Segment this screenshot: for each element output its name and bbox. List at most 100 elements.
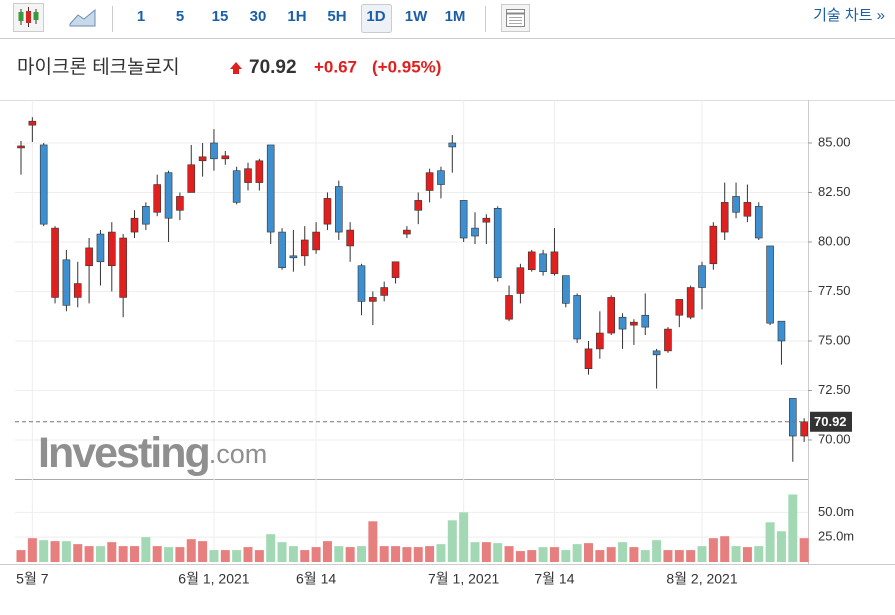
last-price-box [810, 411, 852, 432]
candle-body [437, 170, 445, 185]
volume-bar [27, 538, 37, 562]
candle-body [414, 200, 423, 211]
x-tick-label: 8월 2, 2021 [666, 571, 737, 587]
selected-box [361, 4, 392, 33]
candle-body [788, 398, 797, 437]
candle-body [232, 170, 241, 203]
volume-bar [776, 531, 786, 562]
candle-body [720, 202, 729, 233]
candle-body [584, 348, 593, 369]
candle-body [62, 259, 71, 306]
candle-body [312, 231, 320, 251]
volume-bar [186, 539, 196, 562]
volume-bar [799, 538, 809, 562]
candle-body [187, 164, 196, 193]
watermark: Investing.com [38, 429, 267, 477]
candle-body [641, 314, 650, 328]
volume-bar [243, 547, 253, 562]
tech-chart-link[interactable]: 기술 차트 » [813, 7, 885, 24]
candle-body [164, 172, 173, 219]
candle-body [471, 227, 479, 237]
candle-body [85, 247, 93, 267]
volume-bar [549, 547, 559, 562]
interval-button[interactable]: 15 [212, 8, 229, 25]
candle-body [664, 328, 672, 352]
candle-body [482, 217, 491, 223]
candle-body [698, 265, 706, 288]
candle-body [380, 287, 389, 296]
volume-bar [504, 546, 514, 562]
volume-bar [652, 540, 662, 562]
volume-bar [130, 546, 139, 562]
line-icon[interactable] [69, 8, 96, 27]
candle-icon[interactable] [13, 3, 44, 32]
x-tick-label: 6월 1, 2021 [178, 571, 249, 587]
volume-bar [345, 547, 355, 562]
candle-body [108, 231, 116, 267]
volume-bar [220, 550, 230, 562]
volume-bar [584, 543, 593, 562]
volume-bar [606, 547, 616, 562]
candle-body [334, 186, 343, 233]
change: +0.67 [314, 57, 357, 76]
volume-bar [618, 542, 628, 562]
interval-button[interactable]: 5H [327, 8, 346, 25]
volume-bar [95, 546, 105, 562]
volume-bar [84, 546, 94, 562]
candle-body [210, 142, 218, 160]
volume-bar [254, 550, 264, 562]
candle-body [289, 255, 298, 259]
candle-body [198, 156, 207, 162]
candle-body [73, 283, 82, 298]
candle-body [403, 229, 411, 235]
volume-bar [232, 550, 242, 562]
interval-button[interactable]: 30 [250, 8, 267, 25]
candle-body [425, 172, 434, 191]
volume-tick-label: 25.0m [818, 529, 854, 544]
volume-bar [663, 550, 673, 562]
y-tick-label: 85.00 [818, 134, 851, 149]
candle-body [255, 160, 264, 183]
volume-bar [459, 512, 469, 562]
candle-body [39, 144, 48, 225]
candle-body [550, 251, 559, 274]
candle-body [561, 275, 570, 304]
volume-bar [686, 550, 696, 562]
volume-bar [425, 546, 435, 562]
volume-bar [107, 542, 117, 562]
interval-button[interactable]: 1 [137, 8, 145, 25]
volume-bar [391, 546, 401, 562]
candle-body [28, 120, 37, 126]
interval-button[interactable]: 5 [176, 8, 184, 25]
candle-body [17, 145, 25, 149]
volume-bar [334, 546, 344, 562]
candle-body [142, 206, 150, 225]
candle-body [266, 144, 275, 233]
candle-body [51, 227, 59, 298]
volume-bar [697, 546, 707, 562]
volume-bar [322, 541, 332, 562]
volume-bar [493, 543, 503, 562]
volume-bar [413, 547, 423, 562]
volume-bar [152, 546, 162, 562]
volume-bar [368, 521, 378, 562]
price: 70.92 [249, 57, 297, 78]
interval-button[interactable]: 1D [366, 8, 385, 25]
table-icon[interactable] [501, 4, 530, 32]
interval-button[interactable]: 1H [287, 8, 306, 25]
volume-bar [765, 522, 775, 562]
volume-bar [561, 550, 571, 562]
candle-body [278, 231, 286, 269]
volume-bar [16, 550, 26, 562]
volume-bar [595, 550, 605, 562]
interval-button[interactable]: 1W [405, 8, 428, 25]
last-price-label: 70.92 [814, 414, 847, 429]
volume-bar [742, 547, 752, 562]
candle-body [766, 245, 774, 324]
plot: 85.00 82.50 80.00 77.50 75.00 72.50 70.00 50.0m… [15, 117, 854, 587]
interval-button[interactable]: 1M [445, 8, 466, 25]
candle-body [709, 225, 718, 265]
volume-tick-label: 50.0m [818, 504, 854, 519]
